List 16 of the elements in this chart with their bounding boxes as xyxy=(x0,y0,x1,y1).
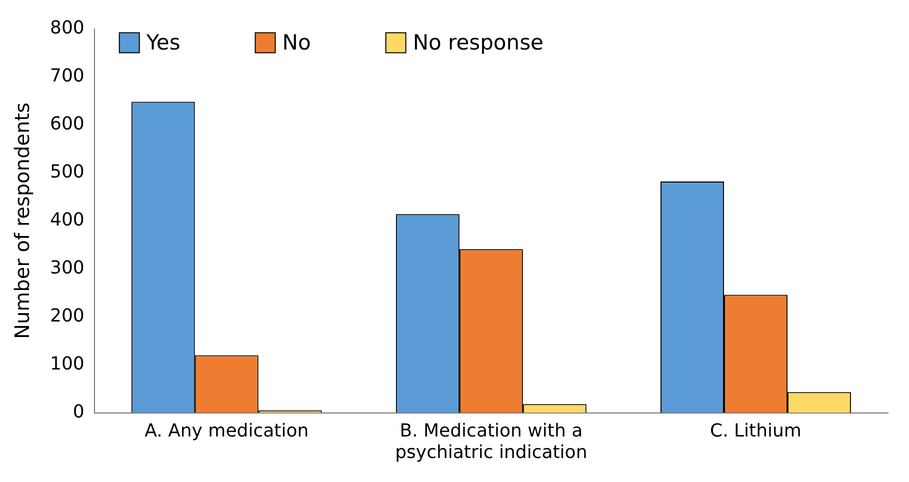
legend-label: No response xyxy=(412,30,544,54)
y-tick-label: 700 xyxy=(50,65,84,86)
y-tick-label: 200 xyxy=(50,305,84,326)
x-tick-label: C. Lithium xyxy=(710,420,802,442)
y-tick-label: 600 xyxy=(50,113,84,134)
y-tick-label: 300 xyxy=(50,257,84,278)
y-tick-label: 100 xyxy=(50,353,84,374)
y-tick-label: 500 xyxy=(50,161,84,182)
y-axis-title: Number of respondents xyxy=(10,102,34,339)
x-tick-label: A. Any medication xyxy=(144,420,309,442)
x-tick-label: B. Medication with a psychiatric indication xyxy=(395,420,588,463)
y-tick-label: 0 xyxy=(72,401,84,422)
legend-label: Yes xyxy=(145,30,180,54)
y-tick-label: 400 xyxy=(50,209,84,230)
y-tick-label: 800 xyxy=(50,17,84,38)
legend-label: No xyxy=(282,30,311,54)
